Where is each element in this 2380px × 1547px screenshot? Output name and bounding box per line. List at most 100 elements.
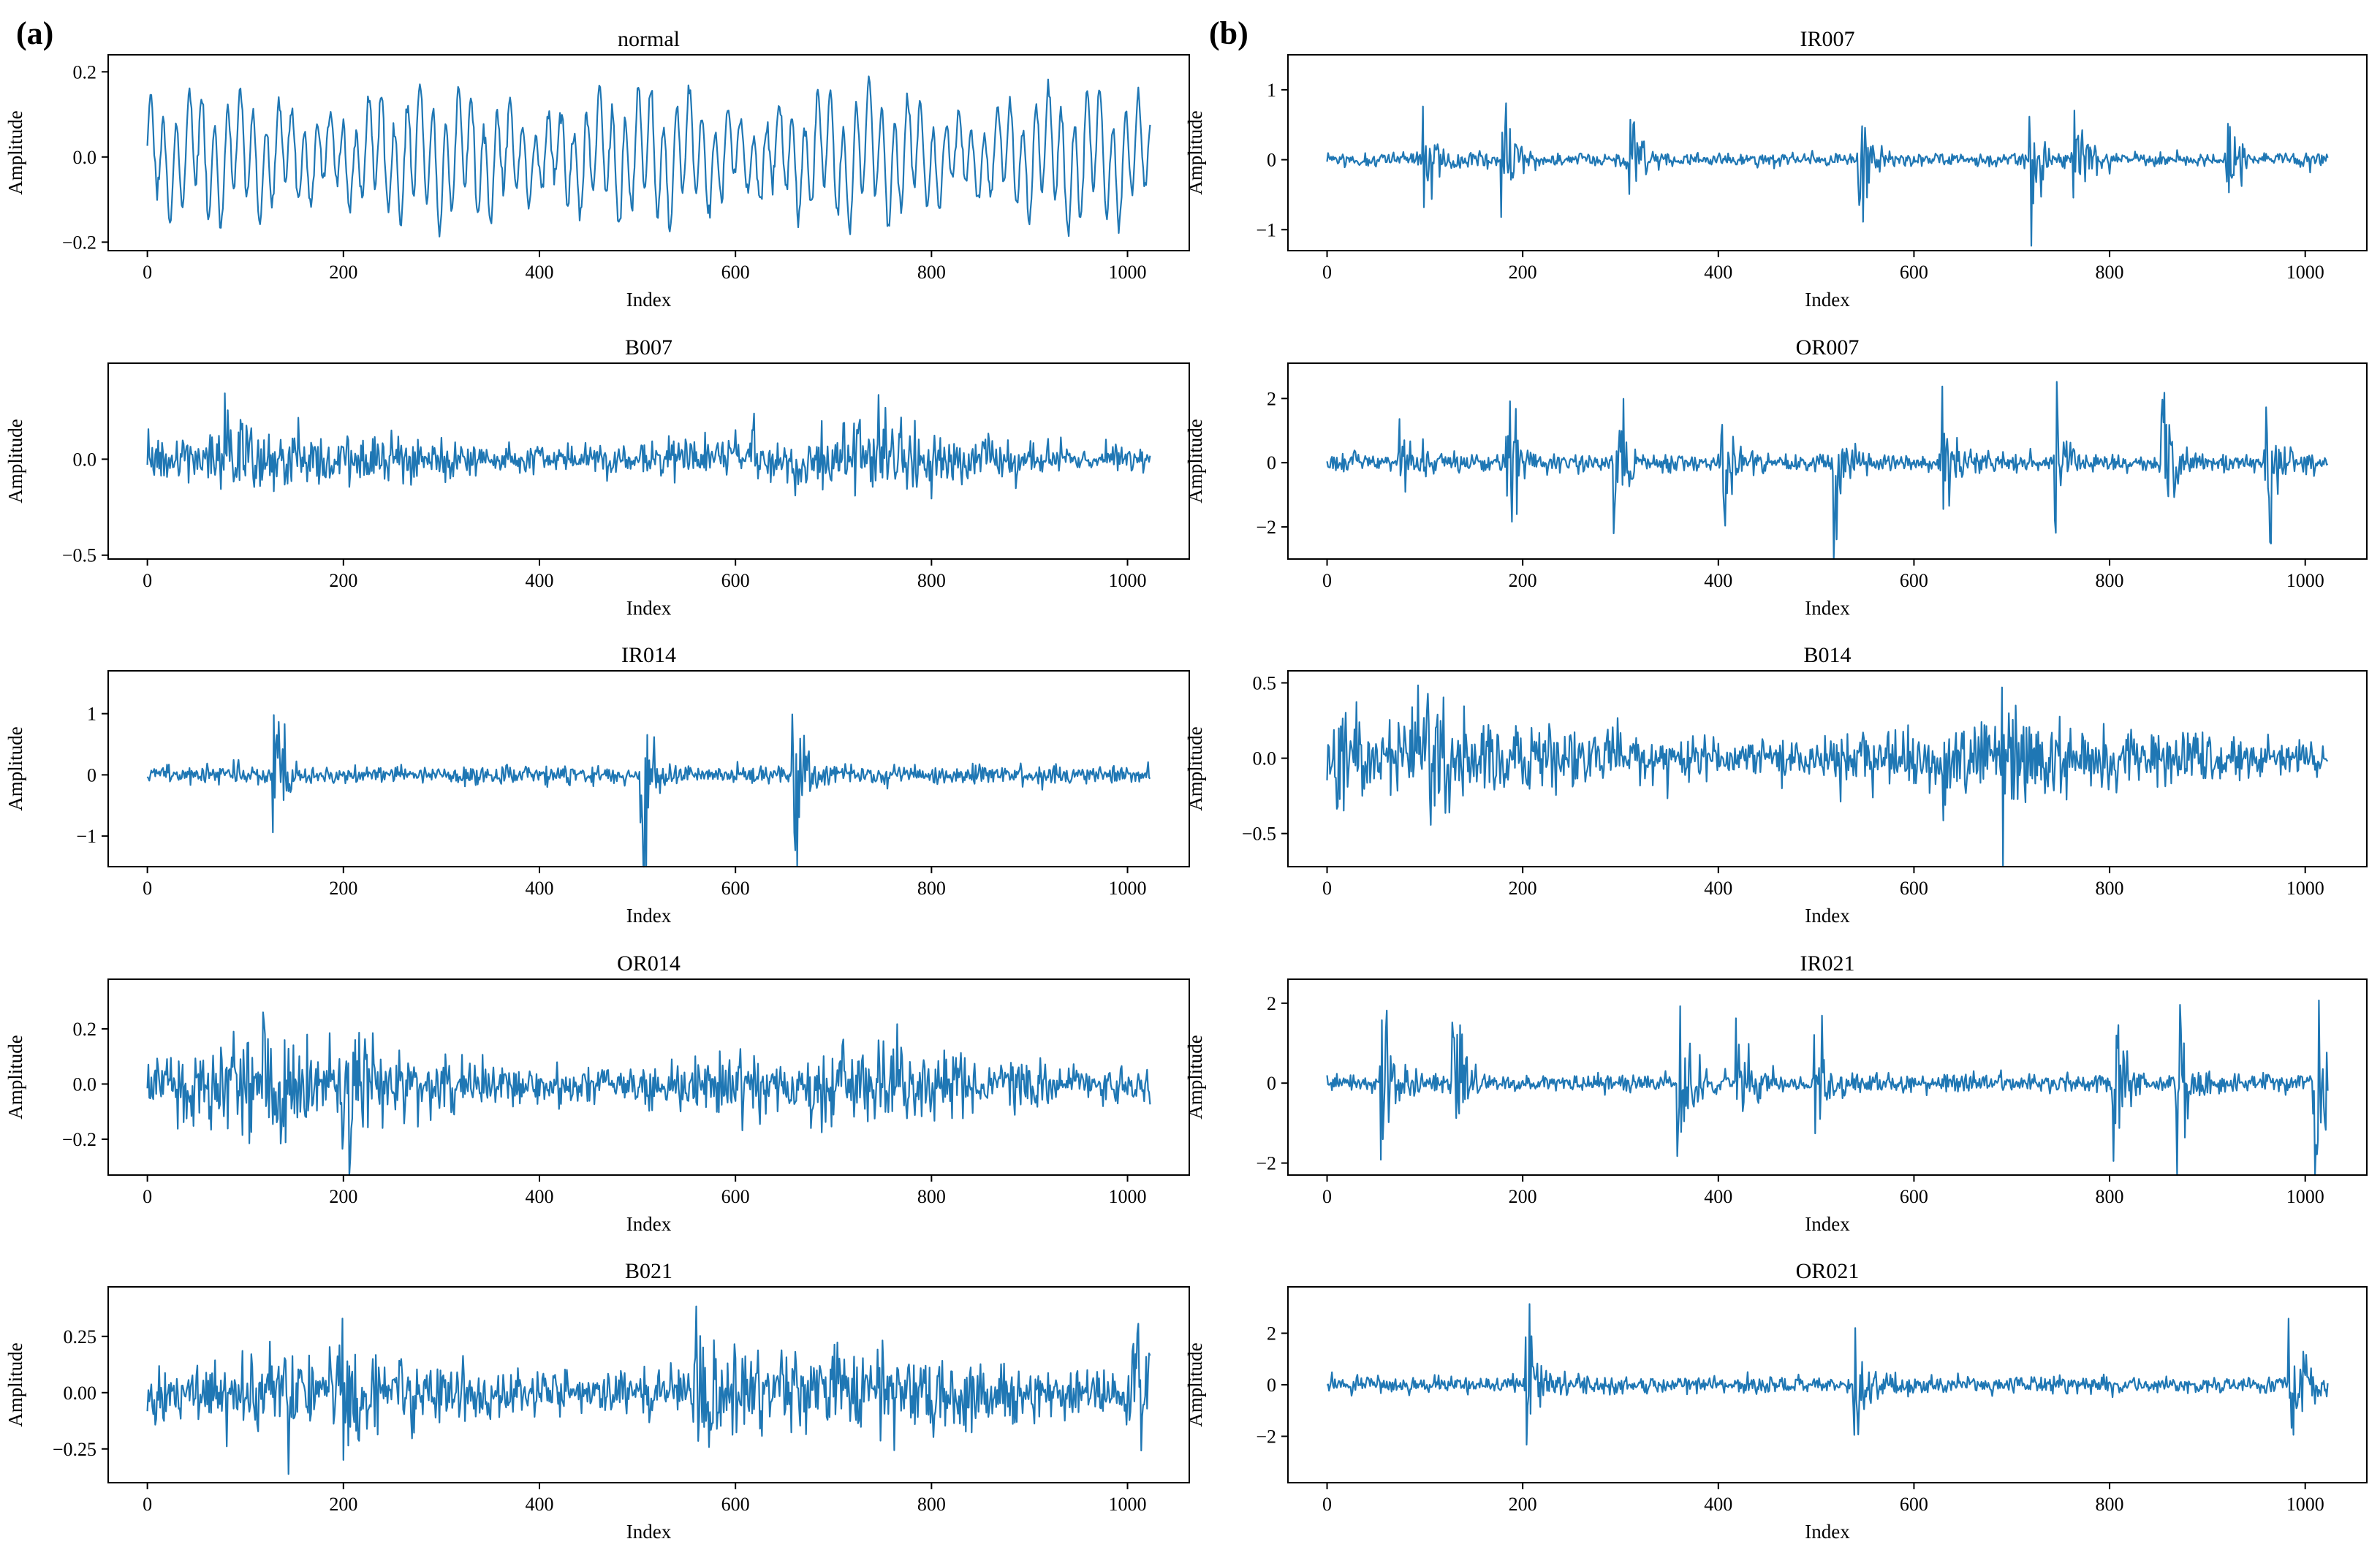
x-tick-label: 600 [1900,1186,1928,1207]
y-tick-label: 0.5 [1253,672,1277,693]
x-tick-label: 200 [329,1494,357,1515]
signal-line-or014 [146,1011,1151,1177]
y-axis-label: Amplitude [1184,110,1206,195]
x-tick-label: 0 [143,1186,152,1207]
x-tick-label: 600 [1900,262,1928,283]
signal-line-b021 [146,1305,1151,1475]
axes-frame [107,978,1190,1176]
y-tick-label: 1 [1267,80,1276,101]
x-tick-label: 200 [329,878,357,899]
axes-frame [107,670,1190,867]
signal-line-b014 [1326,684,2329,868]
panel-label-a: (a) [16,15,53,51]
x-tick-label: 200 [1509,570,1537,591]
y-tick-label: −0.5 [62,545,96,566]
x-tick-label: 400 [525,878,553,899]
x-tick-label: 800 [917,878,946,899]
x-tick-label: 400 [1704,570,1732,591]
x-tick-label: 400 [525,570,553,591]
subplot-title: OR021 [1796,1259,1860,1283]
x-tick-label: 0 [143,878,152,899]
x-tick-label: 1000 [1109,878,1147,899]
subplot-title: B021 [625,1259,672,1283]
subplot-normal: normal 0 200 400 600 800 1000 −0.2 0.0 0.2 Index Am… [4,27,1190,311]
x-tick-label: 1000 [2286,1186,2324,1207]
y-axis-label: Amplitude [4,110,26,195]
axes-frame [1287,362,2368,560]
x-axis-label: Index [626,1213,672,1235]
y-axis-label: Amplitude [1184,1035,1206,1120]
axes-frame [1287,670,2368,867]
x-tick-label: 800 [917,1186,946,1207]
x-tick-label: 400 [1704,262,1732,283]
y-axis-label: Amplitude [4,726,26,811]
subplot-title: OR007 [1796,335,1860,360]
x-tick-label: 1000 [1109,262,1147,283]
x-tick-label: 600 [1900,570,1928,591]
x-tick-label: 1000 [2286,878,2324,899]
x-tick-label: 800 [2096,1186,2124,1207]
x-tick-label: 600 [721,1186,750,1207]
x-tick-label: 400 [1704,878,1732,899]
x-tick-label: 400 [1704,1494,1732,1515]
subplot-ir007: IR007 0 200 400 600 800 1000 −1 0 1 Index Amplitude [1184,27,2368,311]
subplot-or021: OR021 0 200 400 600 800 1000 −2 0 2 Index Amplitude [1184,1259,2368,1543]
x-tick-label: 200 [1509,878,1537,899]
x-tick-label: 200 [329,570,357,591]
y-tick-label: −2 [1256,1153,1276,1174]
y-axis-label: Amplitude [1184,419,1206,503]
y-tick-label: 0.0 [73,449,97,470]
x-tick-label: 200 [329,1186,357,1207]
subplot-title: IR021 [1800,951,1855,976]
y-tick-label: −2 [1256,1426,1276,1448]
subplot-title: IR007 [1800,27,1855,51]
y-tick-label: −0.2 [62,232,96,253]
x-tick-label: 200 [1509,1494,1537,1515]
axes-frame [107,1286,1190,1483]
x-tick-label: 0 [1322,262,1332,283]
x-tick-label: 0 [143,262,152,283]
x-tick-label: 400 [525,262,553,283]
x-tick-label: 200 [1509,262,1537,283]
y-tick-label: 2 [1267,993,1276,1014]
axes-frame [1287,978,2368,1176]
y-axis-label: Amplitude [4,1035,26,1120]
x-axis-label: Index [626,905,672,927]
y-tick-label: 0 [1267,1073,1276,1094]
subplot-b007: B007 0 200 400 600 800 1000 −0.5 0.0 Index Amplitu… [4,335,1190,619]
y-tick-label: 0.0 [73,147,97,168]
y-tick-label: −0.2 [62,1129,96,1150]
subplot-or014: OR014 0 200 400 600 800 1000 −0.2 0.0 0.2 Index Amp… [4,951,1190,1235]
subplot-title: normal [618,27,680,51]
x-tick-label: 600 [1900,1494,1928,1515]
y-tick-label: 0.2 [73,61,97,83]
x-tick-label: 1000 [2286,1494,2324,1515]
x-tick-label: 800 [2096,570,2124,591]
x-tick-label: 600 [721,262,750,283]
axes-frame [107,54,1190,251]
x-tick-label: 800 [2096,262,2124,283]
subplot-title: IR014 [621,643,676,667]
x-tick-label: 0 [143,1494,152,1515]
x-tick-label: 200 [329,262,357,283]
subplot-b014: B014 0 200 400 600 800 1000 −0.5 0.0 0.5 Index Ampl… [1184,643,2368,927]
signal-line-ir014 [146,713,1151,868]
x-tick-label: 1000 [1109,570,1147,591]
signal-line-b007 [146,392,1151,500]
x-tick-label: 600 [721,570,750,591]
x-axis-label: Index [626,1521,672,1543]
y-tick-label: 0 [1267,452,1276,474]
signal-line-ir007 [1326,102,2329,247]
x-tick-label: 200 [1509,1186,1537,1207]
x-tick-label: 0 [1322,570,1332,591]
subplot-title: B007 [625,335,672,360]
x-tick-label: 1000 [2286,262,2324,283]
axes-frame [1287,54,2368,251]
subplot-ir021: IR021 0 200 400 600 800 1000 −2 0 2 Index Amplitude [1184,951,2368,1235]
y-tick-label: 0.0 [1253,748,1277,769]
y-axis-label: Amplitude [1184,726,1206,811]
y-tick-label: 0.25 [64,1326,97,1348]
y-tick-label: −1 [1256,219,1276,240]
y-axis-label: Amplitude [4,419,26,503]
y-tick-label: 2 [1267,1323,1276,1344]
